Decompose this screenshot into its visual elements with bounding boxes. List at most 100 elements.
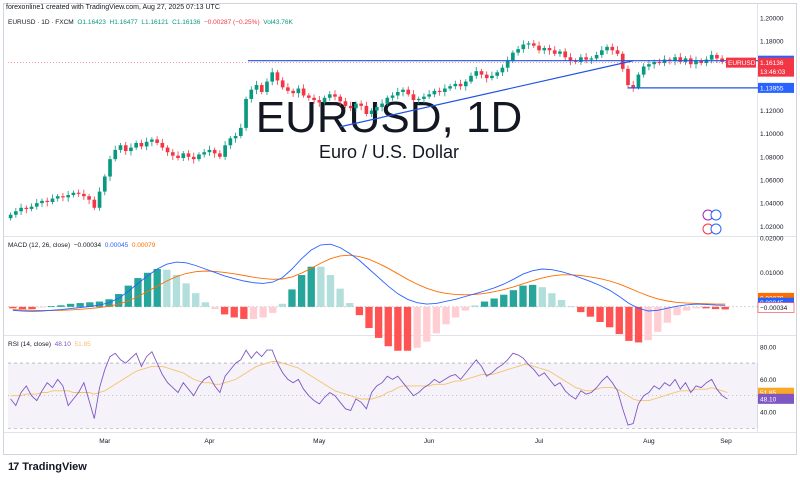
candle-body <box>160 142 165 148</box>
candle-body <box>605 46 609 51</box>
macd-histogram-bar <box>625 306 633 341</box>
candle-body <box>626 68 630 86</box>
candle-body <box>333 94 337 97</box>
macd-histogram-bar <box>201 302 210 307</box>
candle-body <box>150 139 154 142</box>
macd-histogram-bar <box>432 306 441 334</box>
macd-histogram-bar <box>269 306 277 313</box>
macd-histogram-bar <box>423 306 431 342</box>
candle-body <box>354 103 358 109</box>
candle-body <box>610 46 615 51</box>
candle-body <box>45 200 50 202</box>
candle-body <box>479 71 484 75</box>
last-price-tag-bg <box>758 57 794 77</box>
candle-body <box>715 54 719 59</box>
rsi-title[interactable]: RSI (14, close) <box>8 341 51 348</box>
macd-histogram-bar <box>451 306 460 318</box>
macd-histogram-bar <box>528 284 537 307</box>
macd-histogram-bar <box>538 287 546 307</box>
candle-body <box>97 191 102 208</box>
macd-histogram-bar <box>326 275 335 307</box>
candle-body <box>406 89 411 95</box>
candle-body <box>207 149 212 153</box>
macd-tick-label: 0.01000 <box>760 270 784 277</box>
candle-body <box>359 103 363 106</box>
candle-body <box>102 176 107 192</box>
macd-histogram-bar <box>182 283 190 307</box>
rsi-value: 48.10 <box>54 341 71 348</box>
rsi-price-tag-label: 51.85 <box>760 390 777 397</box>
rsi-price-tag-bg <box>758 387 794 398</box>
macd-histogram-bar <box>47 306 55 307</box>
macd-histogram-bar <box>9 306 17 309</box>
macd-histogram-bar <box>663 306 672 323</box>
price-tick-label: 1.04000 <box>760 201 784 208</box>
candle-body <box>29 206 34 209</box>
candle-body <box>228 138 233 146</box>
macd-histogram-bar <box>403 306 412 351</box>
macd-histogram-bar <box>115 293 123 307</box>
tradingview-brand[interactable]: 17 TradingView <box>8 461 87 473</box>
macd-histogram-bar <box>721 306 729 310</box>
macd-histogram-bar <box>413 306 421 348</box>
candle-body <box>181 153 186 158</box>
candle-body <box>369 110 374 114</box>
candle-body <box>76 192 81 194</box>
candle-body <box>92 199 97 208</box>
candle-body <box>490 75 494 79</box>
candle-body <box>422 96 426 99</box>
candle-body <box>568 57 573 61</box>
candle-body <box>165 147 170 153</box>
candle-body <box>259 85 264 92</box>
candle-body <box>202 152 207 155</box>
candle-body <box>108 159 112 177</box>
candle-body <box>484 74 489 79</box>
macd-histogram-bar <box>259 306 267 318</box>
macd-histogram-bar <box>442 306 450 325</box>
candle-body <box>563 51 568 58</box>
candle-body <box>469 75 473 82</box>
candle-body <box>113 149 118 160</box>
time-tick-label: Jul <box>535 438 544 445</box>
time-tick-label: Apr <box>204 438 215 445</box>
symbol-tag-label: EURUSD <box>728 60 756 67</box>
candle-body <box>573 60 578 62</box>
price-tick-label: 1.12000 <box>760 108 784 115</box>
candle-body <box>531 43 536 46</box>
macd-histogram-bar <box>230 306 238 318</box>
candle-body <box>14 211 18 215</box>
candle-body <box>61 196 65 198</box>
symbol-legend: EURUSD · 1D · FXCM O1.16423 H1.16477 L1.… <box>8 19 293 26</box>
candle-body <box>244 98 248 128</box>
macd-histogram-bar <box>644 306 652 341</box>
candle-body <box>443 88 447 92</box>
macd-histogram-bar <box>153 268 161 307</box>
rsi-ma-value: 51.85 <box>74 341 91 348</box>
low-value: L1.16121 <box>141 19 169 26</box>
last-price-tag-label: 1.16136 <box>760 60 784 67</box>
candle-body <box>375 107 379 111</box>
candle-body <box>280 80 285 88</box>
rsi-ma-line <box>10 361 728 402</box>
price-tick-label: 1.18000 <box>760 39 784 46</box>
symbol-name[interactable]: EURUSD · 1D · FXCM <box>8 19 74 26</box>
macd-price-tag-bg <box>757 302 795 313</box>
macd-title[interactable]: MACD (12, 26, close) <box>8 242 71 249</box>
macd-histogram-bar <box>702 306 710 309</box>
macd-histogram-bar <box>654 306 662 332</box>
candle-body <box>704 59 709 64</box>
price-tag-label: 1.13955 <box>760 85 784 92</box>
candle-body <box>155 139 159 143</box>
candle-body <box>197 154 201 160</box>
macd-histogram-bar <box>249 306 258 319</box>
candle-body <box>55 196 60 199</box>
candle-body <box>296 88 301 94</box>
candle-body <box>301 88 306 96</box>
candle-body <box>500 67 505 73</box>
candle-body <box>191 156 196 160</box>
candle-body <box>699 60 704 64</box>
macd-histogram-bar <box>346 303 354 307</box>
candle-body <box>542 48 547 51</box>
candle-body <box>343 101 348 106</box>
